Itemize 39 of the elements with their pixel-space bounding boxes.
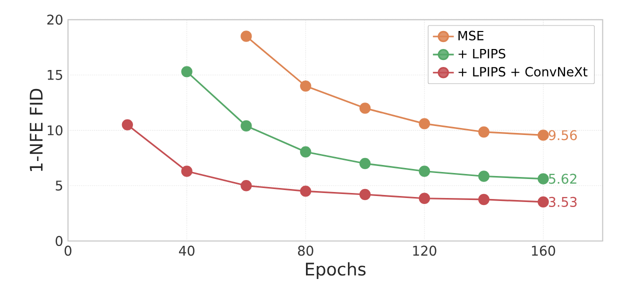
x-axis-title: Epochs — [306, 262, 366, 280]
x-tick-label: 80 — [298, 246, 314, 256]
point — [181, 166, 192, 177]
y-tick-label: 20 — [47, 14, 62, 25]
point — [538, 130, 549, 141]
point — [300, 146, 312, 158]
point — [418, 118, 430, 130]
point — [478, 126, 490, 138]
legend-label: + LPIPS — [458, 48, 506, 58]
point — [538, 173, 549, 184]
x-tick-label: 120 — [413, 246, 436, 256]
point — [240, 30, 252, 42]
data-label: 9.56 — [548, 130, 577, 140]
point — [359, 102, 371, 114]
point — [478, 170, 490, 182]
point — [122, 119, 134, 130]
point — [240, 180, 252, 192]
point — [538, 196, 549, 208]
point — [359, 158, 371, 170]
point — [418, 192, 430, 204]
legend-label: + LPIPS + ConvNeXt — [458, 66, 588, 77]
data-label: 3.53 — [548, 196, 577, 207]
point — [240, 120, 252, 132]
y-tick-label: 10 — [48, 125, 62, 136]
y-tick-label: 0 — [56, 236, 62, 246]
legend-label: MSE — [458, 30, 484, 40]
y-tick-label: 15 — [48, 70, 62, 80]
x-tick-label: 0 — [64, 246, 72, 256]
x-tick-label: 40 — [178, 246, 194, 256]
point — [300, 186, 312, 197]
y-tick-label: 5 — [56, 180, 62, 191]
y-axis-title: 1-NFE FID — [30, 88, 43, 171]
data-label: 5.62 — [548, 174, 576, 184]
point — [181, 66, 192, 78]
point — [478, 194, 490, 206]
x-tick-label: 160 — [532, 246, 556, 256]
point — [418, 166, 430, 177]
point — [300, 80, 312, 92]
point — [359, 188, 371, 200]
